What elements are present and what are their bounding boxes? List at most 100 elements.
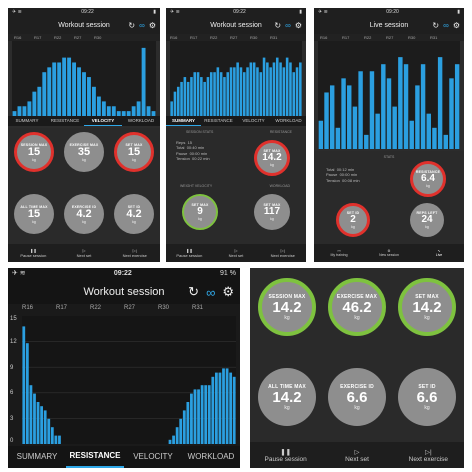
stat-value: 00:22 bbox=[192, 156, 203, 162]
circle-unit: kg bbox=[82, 219, 86, 224]
next-set-button[interactable]: ▷ Next set bbox=[321, 442, 392, 468]
tab-velocity[interactable]: VELOCITY bbox=[84, 116, 122, 126]
gear-icon[interactable]: ⚙ bbox=[148, 20, 156, 30]
refresh-icon[interactable]: ↻ bbox=[188, 284, 200, 299]
circle-label: SET ID bbox=[346, 211, 360, 215]
y-tick-label: 0 bbox=[10, 438, 14, 444]
resistance-circle: RESISTANCE 6.4 kg bbox=[410, 161, 446, 197]
footer-bar: ❚❚ Pause session ▷ Next set ▷| Next exercis… bbox=[250, 442, 464, 468]
pause-session-button[interactable]: ❚❚ Pause session bbox=[250, 442, 321, 468]
infinity-icon[interactable]: ∞ bbox=[443, 20, 449, 30]
bar bbox=[193, 72, 197, 116]
refresh-icon[interactable]: ↻ bbox=[128, 20, 136, 30]
next-exercise-button[interactable]: ▷| Next exercise bbox=[259, 244, 306, 262]
infinity-icon[interactable]: ∞ bbox=[206, 284, 216, 300]
bar bbox=[256, 67, 259, 116]
live-tab[interactable]: ∿ Live bbox=[414, 244, 464, 262]
tab-summary[interactable]: SUMMARY bbox=[166, 116, 201, 126]
tab-resistance[interactable]: RESISTANCE bbox=[204, 118, 233, 123]
rep-label: R31 bbox=[270, 35, 278, 40]
tab-summary[interactable]: SUMMARY bbox=[15, 118, 39, 123]
my-training-tab[interactable]: ⊶ My training bbox=[314, 244, 364, 262]
circle-label: EXERCISE ID bbox=[340, 383, 374, 390]
tab-workload[interactable]: WORKLOAD bbox=[275, 118, 302, 123]
circle-value: 6.4 bbox=[421, 173, 435, 184]
circle-value: 15 bbox=[27, 207, 41, 220]
bar bbox=[58, 435, 61, 444]
reps-left-circle: REPS LEFT 24 kg bbox=[410, 203, 444, 237]
bar bbox=[37, 86, 42, 116]
gear-icon[interactable]: ⚙ bbox=[294, 20, 302, 30]
tab-velocity[interactable]: VELOCITY bbox=[133, 452, 173, 461]
circle-unit: kg bbox=[198, 217, 202, 221]
rep-label: R16 bbox=[320, 35, 328, 40]
stat-unit: min bbox=[200, 150, 208, 156]
tab-resistance[interactable]: RESISTANCE bbox=[66, 446, 124, 468]
bar bbox=[183, 77, 187, 116]
tab-workload[interactable]: WORKLOAD bbox=[127, 118, 155, 123]
bar bbox=[266, 62, 269, 116]
refresh-icon[interactable]: ↻ bbox=[274, 20, 282, 30]
next-icon: ▷ bbox=[234, 248, 238, 253]
set-max-circle: SET MAX 14.2 kg bbox=[398, 278, 456, 336]
skip-icon: ▷| bbox=[132, 248, 137, 253]
circle-label: EXERCISE MAX bbox=[336, 293, 378, 300]
status-bar: ✈ ≋ 09:20 ▮ bbox=[314, 8, 464, 16]
circle-value: 4.2 bbox=[76, 207, 92, 220]
gear-icon[interactable]: ⚙ bbox=[222, 284, 234, 299]
gear-icon[interactable]: ⚙ bbox=[452, 20, 460, 30]
bar bbox=[364, 134, 369, 149]
bar bbox=[193, 389, 197, 444]
bar bbox=[236, 62, 239, 116]
bar bbox=[200, 77, 203, 116]
gear-icon: ⚙ bbox=[387, 249, 391, 253]
bar bbox=[454, 64, 460, 149]
stat-label: Pause bbox=[326, 172, 338, 178]
next-set-button[interactable]: ▷ Next set bbox=[213, 244, 260, 262]
stat-unit: min bbox=[353, 177, 360, 183]
new-session-tab[interactable]: ⚙ New session bbox=[364, 244, 414, 262]
bar bbox=[197, 389, 200, 444]
tab-workload[interactable]: WORKLOAD bbox=[187, 452, 235, 461]
panel-live-session-screen: ✈ ≋ 09:20 ▮ Live session ↻ ∞ ⚙ R16 R17 R22 R27 R… bbox=[314, 8, 464, 262]
resistance-bar-chart bbox=[22, 316, 236, 444]
stat-label: Total bbox=[326, 167, 335, 172]
circle-value: 6.6 bbox=[416, 388, 438, 406]
tab-velocity[interactable]: VELOCITY bbox=[242, 118, 265, 123]
bar bbox=[318, 120, 324, 149]
bar bbox=[91, 86, 96, 116]
infinity-icon[interactable]: ∞ bbox=[139, 20, 145, 30]
bar bbox=[22, 326, 26, 444]
bar bbox=[175, 427, 179, 444]
next-set-button[interactable]: ▷ Next set bbox=[59, 244, 110, 262]
next-exercise-button[interactable]: ▷| Next exercise bbox=[109, 244, 160, 262]
refresh-icon[interactable]: ↻ bbox=[432, 20, 440, 30]
rep-label: R30 bbox=[408, 35, 416, 40]
circle-label: EXERCISE ID bbox=[71, 204, 97, 209]
tab-resistance[interactable]: RESISTANCE bbox=[50, 118, 80, 123]
barbell-icon: ⊶ bbox=[337, 249, 341, 253]
bar bbox=[352, 106, 358, 149]
bar bbox=[72, 62, 77, 116]
circle-unit: kg bbox=[354, 404, 360, 411]
bar bbox=[40, 406, 44, 444]
bar bbox=[141, 47, 146, 116]
bar bbox=[262, 57, 266, 116]
stat-row: Tension 00:22 min bbox=[176, 156, 210, 161]
infinity-icon[interactable]: ∞ bbox=[285, 20, 291, 30]
next-exercise-button[interactable]: ▷| Next exercise bbox=[393, 442, 464, 468]
status-bar: ✈ ≋ 09:22 ▮ bbox=[166, 8, 306, 16]
footer-bar: ❚❚ Pause session ▷ Next set ▷| Next exercis… bbox=[8, 244, 160, 262]
y-axis: 15 12 9 6 3 0 bbox=[10, 316, 20, 444]
section-label: WORKLOAD bbox=[269, 184, 290, 188]
stat-row: Tension 00:08 min bbox=[326, 178, 360, 183]
bar bbox=[324, 92, 329, 149]
circle-label: SET ID bbox=[127, 204, 141, 209]
tab-summary[interactable]: SUMMARY bbox=[16, 452, 58, 461]
bar bbox=[190, 393, 193, 444]
pause-session-button[interactable]: ❚❚ Pause session bbox=[166, 244, 213, 262]
stat-unit: min bbox=[347, 167, 355, 172]
bar bbox=[168, 439, 172, 444]
pause-session-button[interactable]: ❚❚ Pause session bbox=[8, 244, 59, 262]
bar bbox=[96, 96, 101, 116]
